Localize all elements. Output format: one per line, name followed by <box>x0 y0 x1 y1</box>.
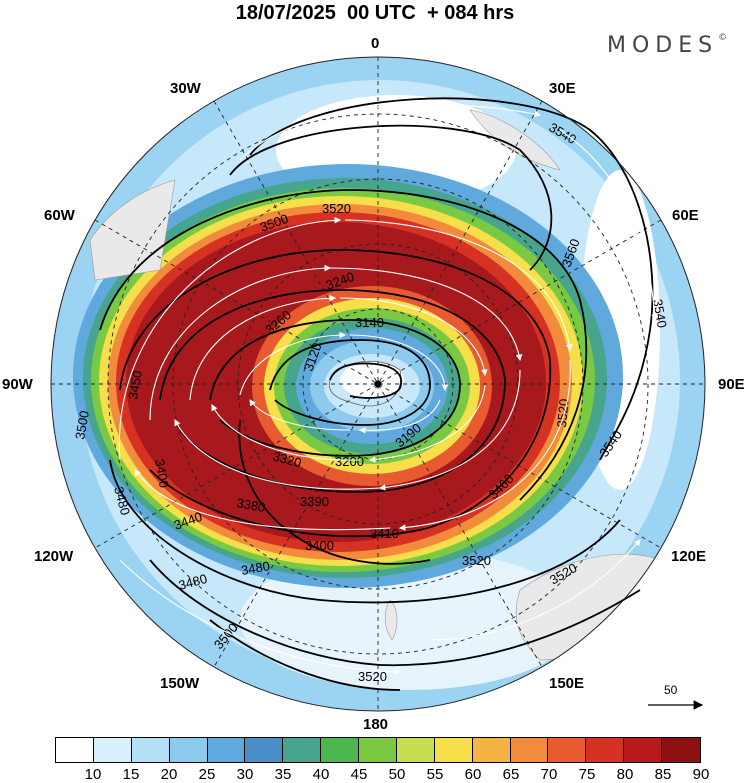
colorbar-swatch <box>56 738 94 762</box>
colorbar-tick-label: 25 <box>198 766 216 783</box>
wind-streamlines <box>118 103 658 676</box>
contour-label: 3480 <box>111 485 133 517</box>
brand-logo: MODES© <box>607 33 727 58</box>
contour-label: 3480 <box>177 571 209 593</box>
colorbar-tick-label: 45 <box>350 766 368 783</box>
colorbar-tick-label: 40 <box>312 766 330 783</box>
pole-calm <box>340 362 404 398</box>
map-rim <box>50 56 706 712</box>
lon-label-90e: 90E <box>718 376 745 393</box>
colorbar-swatch <box>283 738 322 762</box>
contour-label: 3500 <box>72 409 92 440</box>
reference-vector: 50 <box>640 683 710 713</box>
lon-label-180: 180 <box>363 716 389 733</box>
colorbar-tick-label: 85 <box>654 766 672 783</box>
contour-label: 3400 <box>305 538 334 553</box>
brand-name: MODES <box>607 33 719 58</box>
colorbar-tick-label: 80 <box>616 766 634 783</box>
contour-label: 3320 <box>271 448 303 470</box>
contour-label: 3520 <box>462 553 491 568</box>
wind-speed-colorbar <box>55 737 701 763</box>
colorbar-swatch <box>321 738 359 762</box>
colorbar-swatch <box>245 738 284 762</box>
lon-label-30e: 30E <box>549 80 576 97</box>
contour-label: 3380 <box>235 495 266 515</box>
contour-label: 3520 <box>554 398 571 428</box>
colorbar-swatch <box>548 738 587 762</box>
colorbar-labels: 10 15 20 25 30 35 40 45 50 55 60 65 70 75 80 85 90 <box>55 766 710 783</box>
colorbar-swatch <box>207 738 246 762</box>
colorbar-swatch <box>662 738 700 762</box>
colorbar-tick-label: 70 <box>540 766 558 783</box>
colorbar-tick-label: 30 <box>236 766 254 783</box>
colorbar-tick-label: 90 <box>692 766 710 783</box>
lon-label-60e: 60E <box>672 207 699 224</box>
colorbar-tick-label: 50 <box>388 766 406 783</box>
contour-label: 3520 <box>358 669 387 684</box>
lon-label-150e: 150E <box>549 675 585 692</box>
lon-label-60w: 60W <box>44 207 75 224</box>
colorbar-swatch <box>624 738 662 762</box>
colorbar-swatch <box>396 738 435 762</box>
colorbar-tick-label: 20 <box>160 766 178 783</box>
height-contours <box>99 97 654 691</box>
contour-label: 3410 <box>370 526 399 541</box>
colorbar-swatch <box>510 738 549 762</box>
wind-speed-shading <box>51 57 705 711</box>
copyright-mark: © <box>718 32 728 43</box>
lon-label-30w: 30W <box>170 80 201 97</box>
contour-label: 3520 <box>322 201 351 216</box>
colorbar-swatch <box>472 738 511 762</box>
colorbar-swatch <box>93 738 132 762</box>
colorbar-swatch <box>586 738 625 762</box>
south-pole-marker <box>374 380 382 388</box>
lon-label-90w: 90W <box>2 376 33 393</box>
map-title: 18/07/2025 00 UTC + 084 hrs <box>235 2 515 24</box>
contour-label: 3140 <box>355 315 384 330</box>
lon-label-120e: 120E <box>671 548 707 565</box>
colorbar-tick-label: 10 <box>84 766 102 783</box>
colorbar-tick-label: 15 <box>122 766 140 783</box>
colorbar-tick-label: 60 <box>464 766 482 783</box>
colorbar-tick-label: 65 <box>502 766 520 783</box>
colorbar-swatch <box>359 738 397 762</box>
contour-label: 3390 <box>300 494 329 509</box>
land-new-zealand <box>384 599 398 641</box>
reference-vector-label: 50 <box>664 683 678 697</box>
contour-label: 3200 <box>335 454 364 469</box>
land-africa <box>469 109 561 171</box>
contour-label: 3400 <box>152 458 172 489</box>
contour-label: 3480 <box>240 558 271 578</box>
colorbar-tick-label: 75 <box>578 766 596 783</box>
contour-label: 3540 <box>650 298 670 329</box>
lon-label-120w: 120W <box>34 548 74 565</box>
colorbar-swatch <box>131 738 170 762</box>
land-south-america <box>89 179 176 281</box>
colorbar-tick-label: 35 <box>274 766 292 783</box>
lon-label-150w: 150W <box>160 675 200 692</box>
colorbar-swatch <box>169 738 208 762</box>
colorbar-tick-label: 55 <box>426 766 444 783</box>
colorbar-swatch <box>434 738 473 762</box>
lon-label-0: 0 <box>371 35 380 52</box>
